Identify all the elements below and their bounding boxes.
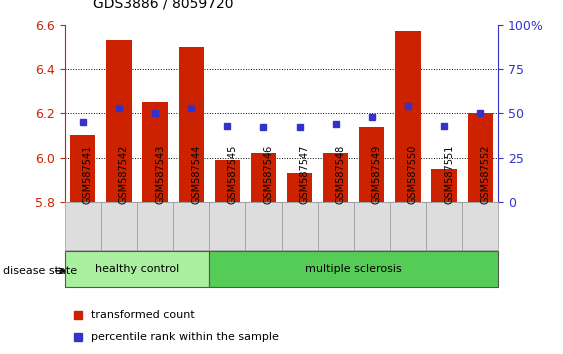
Bar [209, 202, 245, 250]
Bar [467, 113, 493, 202]
Text: transformed count: transformed count [91, 310, 194, 320]
Text: GSM587550: GSM587550 [408, 145, 418, 204]
Text: percentile rank within the sample: percentile rank within the sample [91, 332, 279, 342]
Bar [142, 102, 168, 202]
Bar [65, 251, 209, 287]
Bar [282, 202, 318, 250]
Bar [318, 202, 354, 250]
Bar [106, 40, 132, 202]
Bar [426, 202, 462, 250]
Bar [178, 47, 204, 202]
Bar [65, 202, 101, 250]
Bar [173, 202, 209, 250]
Text: GSM587544: GSM587544 [191, 145, 201, 204]
Text: GSM587551: GSM587551 [444, 145, 454, 204]
Text: disease state: disease state [3, 266, 77, 276]
Bar [323, 153, 348, 202]
Text: GDS3886 / 8059720: GDS3886 / 8059720 [93, 0, 234, 11]
Bar [251, 153, 276, 202]
Bar [462, 202, 498, 250]
Bar [209, 251, 498, 287]
Text: GSM587542: GSM587542 [119, 145, 129, 204]
Text: GSM587548: GSM587548 [336, 145, 346, 204]
Text: GSM587549: GSM587549 [372, 145, 382, 204]
Text: GSM587552: GSM587552 [480, 145, 490, 204]
Text: GSM587546: GSM587546 [263, 145, 274, 204]
Bar [101, 202, 137, 250]
Bar [431, 169, 457, 202]
Text: multiple sclerosis: multiple sclerosis [305, 264, 402, 274]
Text: GSM587547: GSM587547 [300, 145, 310, 204]
Bar [395, 32, 421, 202]
Text: GSM587541: GSM587541 [83, 145, 93, 204]
Text: GSM587543: GSM587543 [155, 145, 165, 204]
Bar [137, 202, 173, 250]
Bar [70, 136, 96, 202]
Bar [359, 127, 385, 202]
Text: GSM587545: GSM587545 [227, 145, 238, 204]
Bar [390, 202, 426, 250]
Bar [354, 202, 390, 250]
Bar [245, 202, 282, 250]
Text: healthy control: healthy control [95, 264, 179, 274]
Bar [215, 160, 240, 202]
Bar [287, 173, 312, 202]
